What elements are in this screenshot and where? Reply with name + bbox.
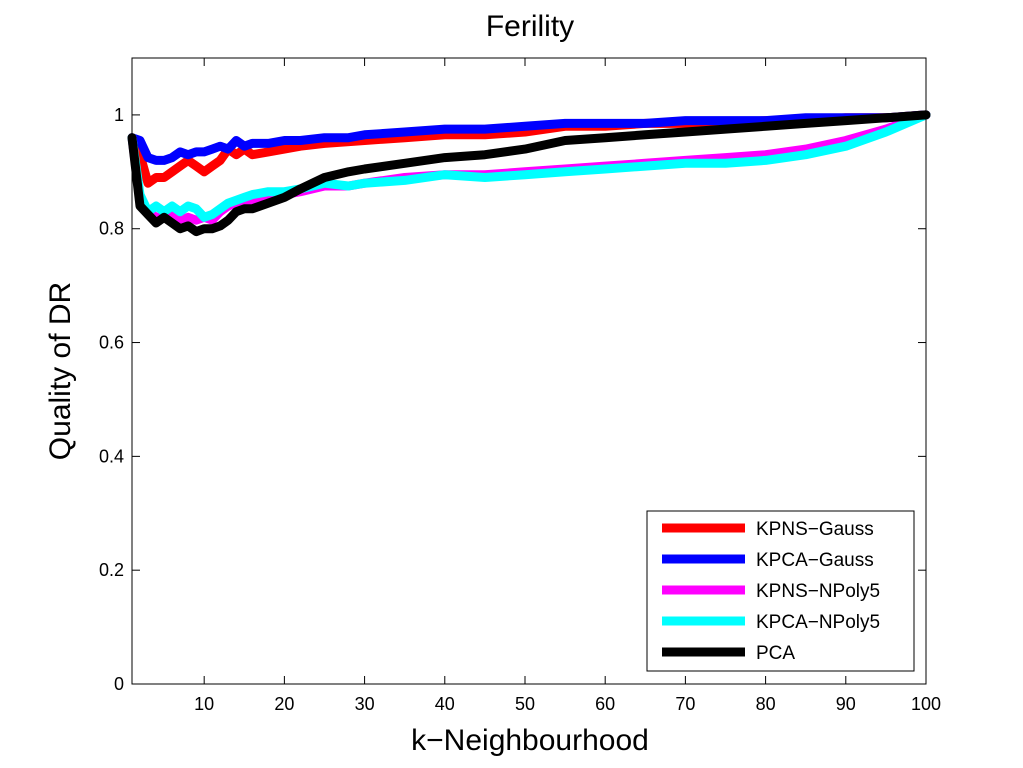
legend-label-5: PCA <box>756 643 795 664</box>
y-tick-label: 0.4 <box>99 446 124 466</box>
x-tick-label: 80 <box>756 694 776 714</box>
legend-label-1: KPNS−Gauss <box>756 519 874 540</box>
legend-label-2: KPCA−Gauss <box>756 550 874 571</box>
series-line-2 <box>127 110 931 165</box>
y-tick-label: 0.8 <box>99 219 124 239</box>
x-axis-title: k−Neighbourhood <box>411 724 649 757</box>
x-tick-label: 40 <box>435 694 455 714</box>
y-axis: 0 0.2 0.4 0.6 0.8 1 <box>99 105 926 694</box>
x-axis: 10 20 30 40 50 60 70 80 90 100 <box>194 58 941 714</box>
x-tick-label: 50 <box>515 694 535 714</box>
legend-label-4: KPCA−NPoly5 <box>756 612 880 633</box>
y-tick-label: 1 <box>114 105 124 125</box>
x-tick-label: 30 <box>355 694 375 714</box>
series-line-5 <box>127 110 931 237</box>
y-tick-label: 0 <box>114 674 124 694</box>
y-axis-title: Quality of DR <box>44 282 77 460</box>
x-tick-label: 70 <box>675 694 695 714</box>
plot-area <box>127 110 931 237</box>
axes-box <box>131 57 927 685</box>
x-tick-label: 10 <box>194 694 214 714</box>
y-tick-label: 0.6 <box>99 333 124 353</box>
x-tick-label: 60 <box>595 694 615 714</box>
x-tick-label: 20 <box>274 694 294 714</box>
y-tick-label: 0.2 <box>99 560 124 580</box>
chart-title: Ferility <box>486 10 574 43</box>
x-tick-label: 100 <box>911 694 941 714</box>
x-tick-label: 90 <box>836 694 856 714</box>
legend-label-3: KPNS−NPoly5 <box>756 581 880 602</box>
legend: KPNS−Gauss KPCA−Gauss KPNS−NPoly5 KPCA−NPol… <box>646 510 915 672</box>
